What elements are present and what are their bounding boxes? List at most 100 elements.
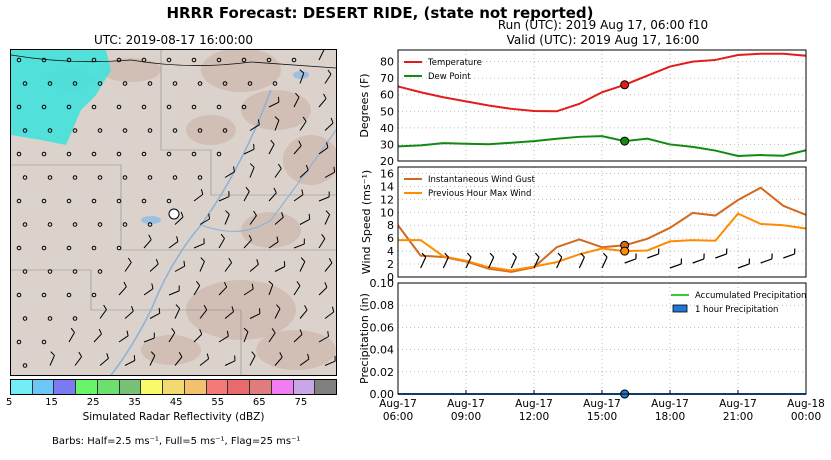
barb-staff (293, 145, 302, 155)
wind-barb (442, 252, 449, 269)
wind-barb (324, 210, 331, 225)
wind-barb (299, 213, 311, 225)
wind-barb (218, 233, 225, 249)
calm-wind-marker (291, 57, 297, 63)
barb-staff (249, 124, 260, 131)
barb-half (253, 210, 257, 216)
calm-wind-marker (141, 57, 147, 63)
calm-wind-marker (147, 222, 153, 227)
wind-barb (299, 305, 308, 319)
wind-barb (124, 306, 134, 319)
calm-wind-marker (166, 57, 172, 63)
barb-half (308, 213, 311, 220)
barb-staff (647, 253, 659, 259)
calm-wind-marker (166, 198, 172, 204)
barb-half (200, 189, 204, 195)
barb-half (444, 252, 449, 258)
lake (141, 216, 161, 224)
colorbar-tick-label: 75 (294, 397, 308, 408)
barb-half (233, 166, 235, 172)
barb-staff (299, 169, 309, 178)
barb-staff (143, 288, 154, 296)
barb-half (243, 327, 249, 333)
run-line: Run (UTC): 2019 Aug 17, 06:00 f10 (497, 18, 709, 32)
calm-wind-marker (166, 151, 172, 157)
wind-barb (293, 281, 301, 296)
barb-staff (243, 191, 250, 202)
x-tick-label: Aug-17 (583, 398, 621, 410)
barb-staff (465, 256, 472, 269)
wind-barb (218, 330, 229, 343)
valid-time-marker (620, 246, 630, 256)
wind-barb (299, 69, 305, 84)
barb-staff (299, 121, 307, 131)
calm-wind-marker (116, 245, 122, 251)
colorbar-swatch (250, 380, 272, 394)
y-tick-label: 14 (380, 180, 394, 193)
calm-wind-marker (47, 269, 53, 274)
barb-half (300, 257, 306, 262)
wind-barb (168, 328, 176, 343)
colorbar-swatch (206, 380, 229, 394)
barb-staff (243, 148, 255, 155)
y-tick-label: 30 (380, 138, 394, 151)
barb-staff (299, 72, 305, 84)
x-tick-label: 00:00 (791, 411, 821, 423)
barb-staff (199, 218, 210, 225)
barb-staff (318, 98, 327, 108)
calm-wind-marker (47, 175, 53, 180)
x-tick-label: Aug-18 (787, 398, 825, 410)
wind-barb (174, 211, 184, 225)
y-tick-label: 12 (380, 193, 394, 206)
barb-half (127, 257, 132, 263)
wind-barb (318, 142, 329, 155)
wind-barb (268, 236, 279, 249)
wind-barb (249, 259, 259, 272)
wind-barb (268, 328, 276, 343)
y-tick-label: 8 (387, 219, 394, 232)
colorbar-tick-label: 65 (252, 397, 266, 408)
barb-staff (274, 266, 286, 272)
barb-half (78, 351, 83, 357)
barb-half (301, 189, 304, 195)
wind-barb (268, 96, 280, 108)
wind-barb (783, 248, 796, 259)
barb-staff (293, 96, 300, 108)
calm-wind-marker (41, 292, 47, 298)
barb-half (171, 328, 176, 333)
wind-barb (318, 191, 330, 202)
barb-half (245, 186, 250, 192)
calm-wind-marker (66, 198, 72, 204)
wind-barb (268, 187, 277, 202)
y-tick-label: 60 (380, 89, 394, 102)
valid-line: Valid (UTC): 2019 Aug 17, 16:00 (506, 33, 700, 47)
wind-barb (68, 327, 75, 343)
wind-barb (737, 258, 751, 269)
wind-barb (199, 257, 205, 272)
wind-barb (218, 191, 230, 202)
county-line (11, 164, 336, 251)
barb-staff (324, 311, 335, 319)
calm-wind-marker (97, 222, 103, 227)
barb-half (771, 253, 773, 259)
calm-wind-marker (47, 81, 53, 86)
calm-wind-marker (141, 198, 147, 204)
colorbar-swatch (271, 380, 294, 394)
barb-half (333, 166, 336, 173)
barb-staff (324, 214, 331, 225)
calm-wind-marker (66, 57, 72, 63)
barb-staff (124, 360, 136, 366)
calm-wind-marker (22, 269, 28, 274)
y-tick-label: 0.08 (370, 299, 395, 312)
wind-barb (274, 304, 281, 319)
barb-half (153, 332, 155, 339)
calm-wind-marker (122, 81, 128, 86)
barb-half (274, 116, 280, 121)
calm-wind-marker (116, 151, 122, 157)
wind-barb (274, 116, 280, 131)
wind-barb (324, 117, 334, 131)
calm-wind-marker (47, 222, 53, 227)
calm-wind-marker (22, 81, 28, 86)
wind-barb (601, 252, 608, 269)
